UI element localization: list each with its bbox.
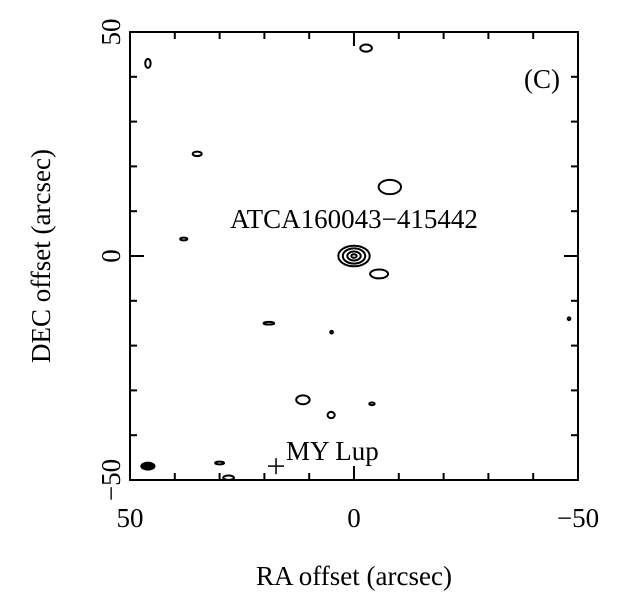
contour: [337, 244, 371, 268]
y-tick-label: 0: [96, 249, 126, 263]
x-tick-label: 50: [117, 503, 144, 533]
contour: [179, 236, 189, 242]
contour: [222, 474, 235, 482]
beam: [140, 461, 156, 471]
contour: [350, 253, 358, 259]
contour: [329, 329, 334, 335]
x-axis-label: RA offset (arcsec): [256, 561, 452, 591]
contour: [214, 460, 226, 466]
contour: [295, 394, 311, 406]
source-marker: [268, 458, 285, 475]
contour: [566, 316, 572, 322]
contour: [341, 247, 367, 265]
panel-label: (C): [524, 64, 560, 94]
contour: [377, 178, 403, 196]
plot-frame: [129, 31, 579, 481]
marker-label: MY Lup: [286, 436, 379, 466]
contour: [369, 268, 390, 280]
contour: [262, 320, 276, 326]
contour: [191, 150, 203, 158]
contour: [346, 250, 362, 262]
y-tick-label: 50: [96, 19, 126, 46]
x-tick-label: −50: [557, 503, 599, 533]
contour: [368, 401, 376, 407]
x-tick-label: 0: [347, 503, 361, 533]
y-axis-label: DEC offset (arcsec): [26, 149, 56, 363]
contour: [326, 410, 336, 420]
y-tick-label: −50: [96, 459, 126, 501]
contour: [359, 43, 373, 53]
contour: [144, 57, 152, 69]
source-label: ATCA160043−415442: [230, 204, 478, 234]
